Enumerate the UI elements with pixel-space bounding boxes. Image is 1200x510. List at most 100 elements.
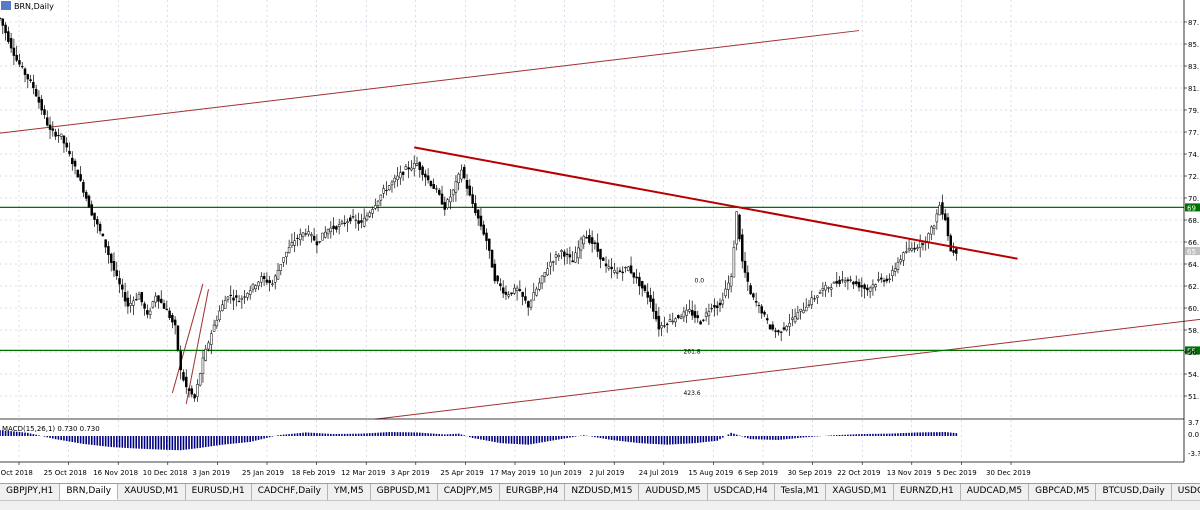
price-label: 85. [1188,41,1199,49]
candle-body [87,195,91,208]
candle-body [715,305,719,309]
chart-tab[interactable]: CADJPY,M5 [438,484,500,500]
chart-tab[interactable]: NZDUSD,M15 [565,484,640,500]
candle-body [952,250,955,253]
price-label: 54. [1188,371,1199,379]
candle-body [148,310,152,316]
chart-tab[interactable]: Tesla,M1 [775,484,827,500]
candle-body [574,252,577,263]
candle-body [757,304,761,307]
chart-tab[interactable]: USDCAD,H4 [708,484,775,500]
chart-tab[interactable]: GBPUSD,M1 [371,484,438,500]
candle-body [282,257,285,263]
candle-body [43,109,46,115]
price-chart[interactable]: 69 65 55 0.0 261.8 423.6 87. 85. 83. 81. 79. 77. 7… [0,0,1200,483]
candle-body [101,233,105,237]
candle-body [18,60,21,65]
candle-body [98,223,102,232]
candle-body [829,287,833,290]
candle-body [807,304,811,306]
descending-trendline[interactable] [414,146,1018,260]
candle-body [763,311,766,315]
candle-body [340,221,344,224]
candle-body [643,285,647,291]
candle-body [713,304,716,308]
candle-body [324,231,327,238]
candle-body [73,160,77,167]
chart-tab[interactable]: USDCHF,We [1172,484,1200,500]
chart-tab[interactable]: XAUUSD,M1 [118,484,186,500]
chart-tab[interactable]: EURNZD,H1 [894,484,961,500]
candle-body [229,294,232,296]
candle-body [507,294,510,297]
chart-tab[interactable]: AUDCAD,M5 [961,484,1030,500]
candle-body [393,177,397,182]
price-label: 58. [1188,327,1199,335]
candle-body [329,227,333,233]
candle-body [685,309,688,316]
candle-body [468,185,472,196]
candle-body [893,268,897,272]
price-badge [1185,203,1200,212]
candle-body [485,232,488,241]
candle-body [943,213,947,221]
candle-body [84,192,88,199]
chart-tab[interactable]: YM,M5 [328,484,371,500]
candle-body [907,247,911,251]
candle-body [421,166,424,175]
candle-body [293,240,296,246]
candle-body [804,306,808,312]
candle-body [15,54,18,61]
candle-body [396,175,399,180]
macd-axis-label: 3.7 [1188,419,1199,427]
candle-body [821,288,825,291]
time-label: 12 Mar 2019 [341,469,385,477]
candle-body [905,251,908,253]
macd-label: MACD(15,26,1) 0.730 0.730 [2,425,100,433]
candle-body [218,310,221,321]
candle-body [176,325,180,351]
time-label: 10 Jun 2019 [540,469,582,477]
candle-body [1,18,5,26]
chart-tab[interactable]: EURUSD,H1 [186,484,252,500]
channel-line [171,283,204,394]
candle-body [107,246,110,256]
candle-body [627,266,630,271]
candle-body [437,189,441,195]
candle-body [7,31,10,42]
candle-body [938,205,941,216]
candle-body [168,310,171,319]
candle-body [215,320,219,327]
candle-body [232,297,235,301]
candle-body [613,269,616,273]
candle-body [827,287,830,289]
candle-body [460,169,463,180]
candle-body [946,217,950,237]
price-label: 62. [1188,283,1199,291]
candle-body [710,308,713,310]
chart-tab[interactable]: BTCUSD,Daily [1096,484,1172,500]
candle-body [671,320,675,323]
candle-body [576,247,580,259]
chart-tab[interactable]: GBPCAD,M5 [1029,484,1097,500]
chart-grid [0,0,1184,460]
candle-body [326,229,330,235]
candle-body [538,282,541,290]
chart-tab[interactable]: BRN,Daily [60,484,119,500]
candle-body [791,317,794,320]
candle-body [610,266,613,270]
chart-tab[interactable]: XAGUSD,M1 [826,484,895,500]
chart-tab[interactable]: EURGBP,H4 [500,484,566,500]
chart-tab[interactable]: CADCHF,Daily [252,484,328,500]
candle-body [226,296,230,300]
candle-body [387,185,391,190]
candle-body [930,226,933,235]
candle-body [802,309,805,314]
candle-body [513,287,516,294]
chart-tab[interactable]: AUDUSD,M5 [639,484,708,500]
candle-body [426,175,430,181]
candle-body [816,295,819,298]
chart-tab[interactable]: GBPJPY,H1 [0,484,61,500]
candle-body [638,276,641,287]
candle-body [702,319,705,321]
